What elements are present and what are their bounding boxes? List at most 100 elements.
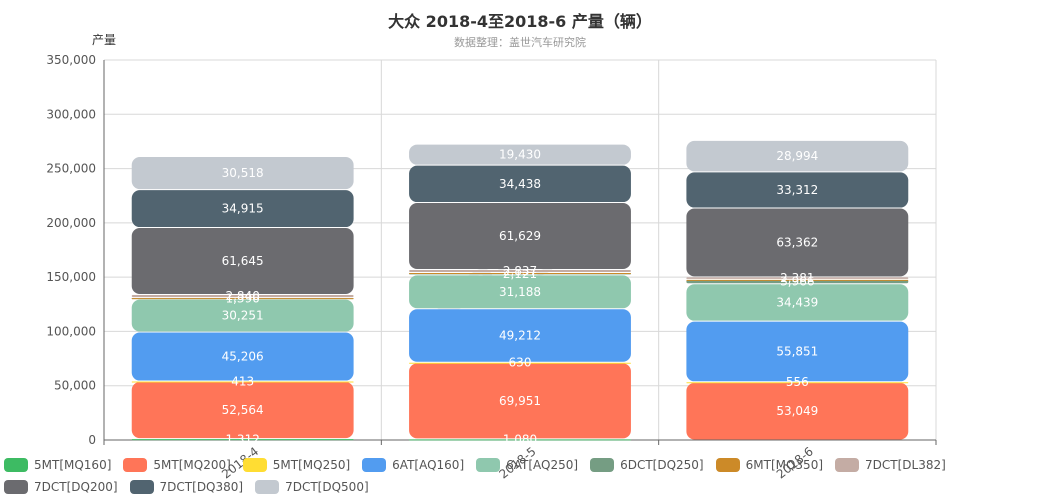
legend-label: 7DCT[DQ380] xyxy=(159,480,244,494)
legend-item[interactable]: 6MT[MQ350] xyxy=(715,454,824,476)
bar-segment xyxy=(686,321,909,382)
data-label: 2,121 xyxy=(503,267,537,281)
y-axis-label: 产量 xyxy=(92,33,116,47)
bar-segment xyxy=(131,157,354,190)
legend-item[interactable]: 7DCT[DQ200] xyxy=(4,476,118,498)
bar-segment xyxy=(131,228,354,294)
bar-segment xyxy=(409,165,631,203)
bar-segment xyxy=(686,382,909,440)
data-label: 52,564 xyxy=(222,403,264,417)
legend-label: 6AT[AQ160] xyxy=(392,458,465,472)
y-tick-label: 0 xyxy=(88,433,96,447)
bar-segment xyxy=(131,298,354,300)
legend-label: 6AT[AQ250] xyxy=(506,458,579,472)
data-label: 33,312 xyxy=(776,183,818,197)
data-label: 1,390 xyxy=(225,291,259,305)
data-label: 69,951 xyxy=(499,394,541,408)
bar-segment xyxy=(409,144,631,165)
bar-segment xyxy=(131,190,354,228)
data-label: 3,966 xyxy=(780,275,814,289)
legend-swatch xyxy=(362,458,387,472)
data-label: 30,251 xyxy=(222,309,264,323)
legend: 5MT[MQ160] 5MT[MQ200] 5MT[MQ250] 6AT[AQ160]… xyxy=(4,454,1040,498)
legend-item[interactable]: 7DCT[DQ380] xyxy=(129,476,244,498)
data-label: 19,430 xyxy=(499,148,541,162)
data-label: 630 xyxy=(509,356,532,370)
data-label: 49,212 xyxy=(499,328,541,342)
bar-segment xyxy=(686,277,909,279)
bar-segment xyxy=(131,332,354,381)
y-axis: 0 50,000 100,000 150,000 200,000 250,000 300,0… xyxy=(46,53,105,447)
y-tick-label: 150,000 xyxy=(46,270,96,284)
legend-swatch xyxy=(129,480,154,494)
bar-segment xyxy=(686,172,909,208)
legend-item[interactable]: 6AT[AQ250] xyxy=(476,454,578,476)
legend-label: 7DCT[DQ200] xyxy=(34,480,118,494)
bar-segment xyxy=(409,439,631,441)
data-label: 45,206 xyxy=(222,350,264,364)
legend-label: 5MT[MQ200] xyxy=(153,458,231,472)
legend-label: 5MT[MQ160] xyxy=(34,458,112,472)
bar-segment xyxy=(131,439,354,441)
data-label: 34,915 xyxy=(222,202,264,216)
bar-segment xyxy=(409,269,631,273)
legend-item[interactable]: 7DCT[DL382] xyxy=(835,454,946,476)
legend-swatch xyxy=(476,458,501,472)
legend-item[interactable]: 7DCT[DQ500] xyxy=(255,476,369,498)
bar-segment xyxy=(686,279,909,281)
legend-item[interactable]: 5MT[MQ200] xyxy=(123,454,231,476)
legend-label: 6DCT[DQ250] xyxy=(620,458,704,472)
y-tick-label: 50,000 xyxy=(54,379,96,393)
bar-segment xyxy=(409,309,631,362)
legend-swatch xyxy=(242,458,267,472)
data-label: 34,439 xyxy=(776,295,818,309)
data-label: 34,438 xyxy=(499,177,541,191)
data-label: 63,362 xyxy=(776,235,818,249)
data-label: 1,080 xyxy=(503,432,537,446)
data-label: 556 xyxy=(786,375,809,389)
legend-swatch xyxy=(4,458,28,472)
legend-swatch xyxy=(4,480,28,494)
data-label: 2,840 xyxy=(225,289,259,303)
legend-item[interactable]: 5MT[MQ160] xyxy=(4,454,111,476)
data-label: 61,645 xyxy=(222,254,264,268)
data-label: 2,837 xyxy=(503,264,537,278)
legend-item[interactable]: 6AT[AQ160] xyxy=(362,454,464,476)
chart-title: 大众 2018-4至2018-6 产量（辆） xyxy=(388,12,652,31)
bar-segment xyxy=(131,294,354,298)
legend-swatch xyxy=(255,480,280,494)
legend-swatch xyxy=(715,458,740,472)
legend-swatch xyxy=(123,458,148,472)
legend-label: 7DCT[DL382] xyxy=(865,458,946,472)
bar-segment xyxy=(131,381,354,383)
bar-segment xyxy=(686,382,909,384)
bar-segment xyxy=(409,362,631,364)
data-label: 413 xyxy=(231,374,254,388)
data-label: 31,188 xyxy=(499,285,541,299)
bar-series-group xyxy=(131,140,909,441)
legend-label: 6MT[MQ350] xyxy=(745,458,824,472)
data-label: 61,629 xyxy=(499,229,541,243)
legend-label: 5MT[MQ250] xyxy=(272,458,351,472)
legend-item[interactable]: 5MT[MQ250] xyxy=(242,454,351,476)
legend-item[interactable]: 6DCT[DQ250] xyxy=(590,454,704,476)
bar-segment xyxy=(686,140,909,172)
bar-segment xyxy=(131,382,354,439)
data-label: 53,049 xyxy=(776,404,818,418)
data-label: 1,312 xyxy=(225,432,259,446)
bar-segment xyxy=(409,273,631,275)
bar-segment xyxy=(409,363,631,439)
y-tick-label: 350,000 xyxy=(46,53,96,67)
bar-segment xyxy=(686,208,909,277)
data-label: 2,381 xyxy=(780,271,814,285)
y-tick-label: 250,000 xyxy=(46,162,96,176)
y-tick-label: 100,000 xyxy=(46,324,96,338)
legend-swatch xyxy=(835,458,860,472)
y-tick-label: 200,000 xyxy=(46,216,96,230)
y-tick-label: 300,000 xyxy=(46,107,96,121)
data-label: 30,518 xyxy=(222,166,264,180)
chart-subtitle: 数据整理：盖世汽车研究院 xyxy=(454,36,586,49)
legend-swatch xyxy=(590,458,615,472)
